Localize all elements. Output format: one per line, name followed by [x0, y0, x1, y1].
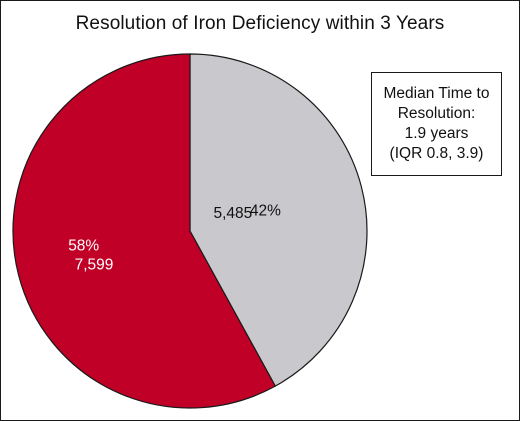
annotation-line: Resolution: — [397, 105, 476, 122]
pie-slice — [12, 53, 277, 409]
annotation-line: 1.9 years — [404, 125, 469, 142]
slice-percent-label: 42% — [250, 203, 281, 220]
slice-percent-label: 58% — [68, 237, 99, 254]
chart-title: Resolution of Iron Deficiency within 3 Y… — [75, 13, 445, 34]
annotation-box: Median Time to Resolution: 1.9 years (IQ… — [371, 72, 502, 176]
slice-count-label: 7,599 — [75, 257, 114, 274]
slice-count-label: 5,485 — [213, 205, 252, 222]
annotation-line: Median Time to — [383, 85, 490, 102]
annotation-line: (IQR 0.8, 3.9) — [389, 145, 484, 162]
pie-slice — [189, 53, 368, 387]
